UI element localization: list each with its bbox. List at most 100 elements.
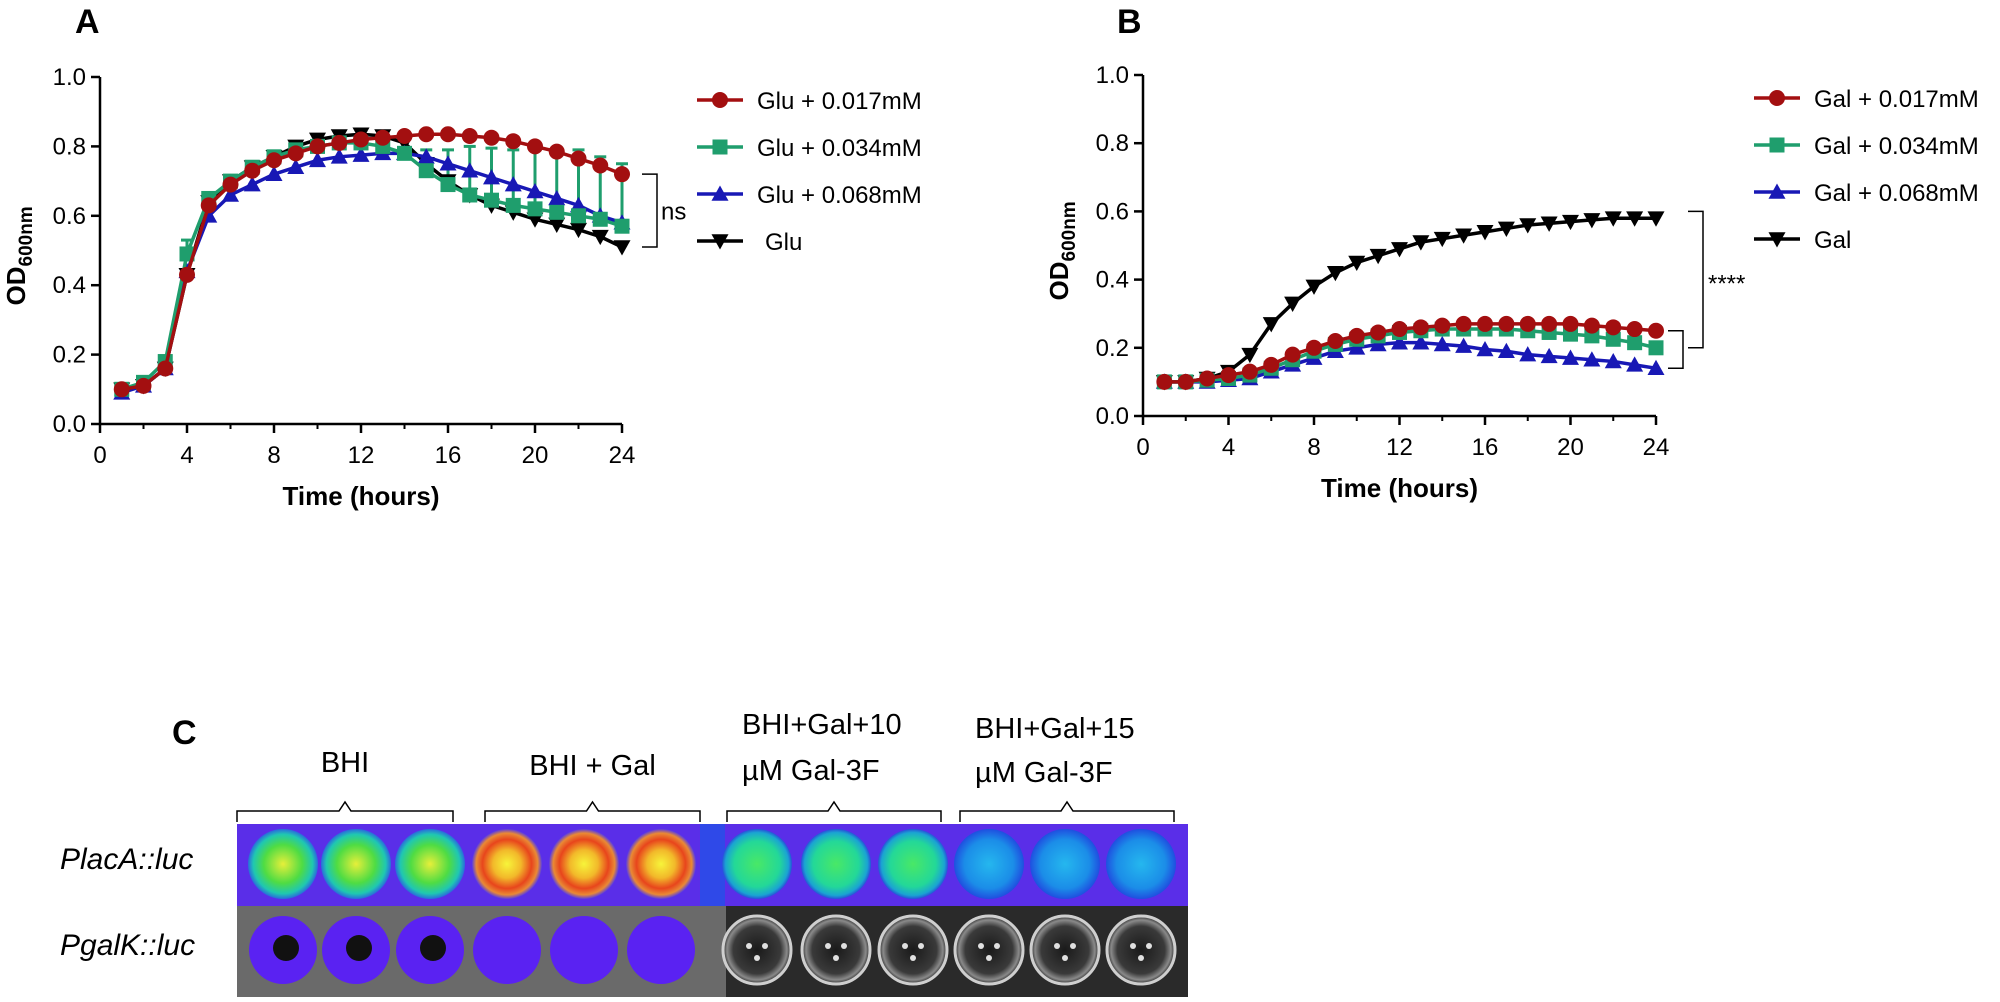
panel-label-b: B (1117, 3, 1142, 41)
condition-brace (484, 800, 701, 822)
significance-label: **** (1708, 271, 1745, 298)
data-point (1177, 373, 1194, 390)
data-point (527, 138, 543, 155)
data-point (157, 360, 174, 377)
legend-marker (712, 139, 728, 155)
data-point (461, 162, 479, 178)
data-point (1412, 235, 1430, 251)
condition-label: BHI (321, 747, 369, 779)
data-point (1455, 337, 1473, 353)
well-row-2 (877, 914, 949, 986)
data-point (266, 152, 282, 169)
y-tick-label: 0.8 (1096, 130, 1129, 157)
x-tick-label: 12 (1386, 434, 1413, 461)
well-row-1 (626, 829, 696, 899)
data-point (1605, 331, 1621, 347)
y-tick-label: 0.4 (1096, 267, 1129, 294)
data-point (1156, 373, 1173, 390)
data-point (1391, 321, 1408, 338)
well-row-2 (953, 914, 1025, 986)
data-point (113, 381, 130, 398)
data-point (1434, 317, 1451, 334)
well-row-2 (550, 916, 618, 984)
well-glint (978, 943, 984, 949)
data-point (483, 129, 500, 146)
legend-entry: Gal (1814, 227, 1851, 254)
data-point (1369, 335, 1387, 352)
data-point (1562, 315, 1579, 332)
x-tick-label: 8 (267, 442, 280, 469)
data-point (1541, 315, 1558, 332)
legend-marker (712, 92, 728, 108)
significance-bracket (642, 173, 658, 248)
data-point (331, 134, 348, 151)
y-axis-title-main: OD (1, 267, 31, 306)
data-point (1284, 346, 1301, 363)
data-point (527, 201, 543, 217)
condition-label-2: µM Gal-3F (742, 755, 880, 787)
legend-marker (1768, 232, 1786, 248)
data-point (505, 197, 521, 213)
well-row-1 (395, 829, 465, 899)
data-point (1220, 367, 1237, 384)
legend-marker (711, 185, 729, 201)
well-row-1 (472, 829, 542, 899)
data-point (1369, 248, 1387, 265)
legend-entry: Glu (765, 229, 802, 256)
well-row-2 (721, 914, 793, 986)
condition-label: BHI+Gal+15 (975, 713, 1135, 745)
data-point (1348, 255, 1366, 272)
well-glint (1138, 955, 1144, 961)
data-point (1476, 341, 1494, 357)
well-glint (746, 943, 752, 949)
well-row-2-dark (420, 935, 446, 961)
data-point (1391, 242, 1408, 258)
data-point (397, 145, 412, 161)
well-row-1 (248, 829, 318, 899)
x-tick-label: 0 (1136, 434, 1149, 461)
data-point (1648, 322, 1664, 339)
x-tick-label: 8 (1307, 434, 1320, 461)
well-row-1 (878, 829, 948, 899)
well-glint (841, 943, 847, 949)
data-point (1605, 319, 1622, 336)
data-point (243, 176, 261, 192)
data-point (1284, 296, 1302, 312)
data-point (1540, 347, 1558, 364)
data-point (570, 150, 587, 167)
y-tick-label: 0.6 (53, 203, 86, 230)
well-row-2-dark (273, 935, 299, 961)
well-row-2 (1029, 914, 1101, 986)
well-glint (1062, 955, 1068, 961)
data-point (1433, 231, 1451, 248)
y-axis-title: OD600nm (1, 206, 37, 305)
data-point (330, 148, 348, 164)
legend-entry: Gal + 0.034mM (1814, 133, 1979, 160)
data-point (287, 158, 305, 175)
data-point (548, 217, 566, 233)
y-tick-label: 1.0 (1096, 62, 1129, 89)
data-point (549, 204, 565, 220)
well-glint (1130, 943, 1136, 949)
condition-brace (959, 800, 1175, 822)
data-point (439, 155, 457, 171)
well-row-2 (800, 914, 872, 986)
data-point (505, 133, 522, 150)
row-label: PlacA::luc (60, 843, 193, 876)
data-point (592, 211, 608, 227)
data-point (1327, 332, 1344, 349)
data-point (1241, 363, 1258, 380)
data-point (1241, 347, 1259, 364)
legend-entry: Gal + 0.017mM (1814, 86, 1979, 113)
data-point (1627, 335, 1643, 351)
data-point (1519, 346, 1537, 362)
data-point (1583, 317, 1600, 334)
well-glint (754, 955, 760, 961)
well-glint (918, 943, 924, 949)
well-glint (825, 943, 831, 949)
data-point (1370, 324, 1387, 341)
panel-label-c: C (172, 714, 197, 752)
data-point (591, 229, 609, 246)
data-point (374, 129, 391, 146)
